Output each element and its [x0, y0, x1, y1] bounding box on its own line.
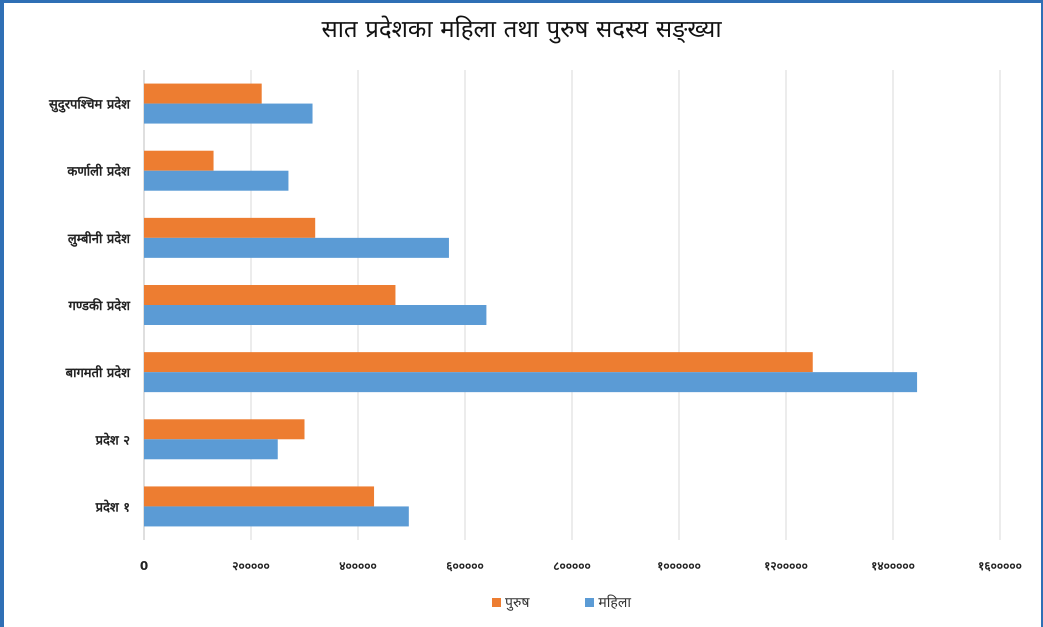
x-tick-label: १२००००० — [764, 559, 808, 573]
bar-purush — [144, 150, 214, 171]
x-tick-label: १०००००० — [657, 559, 701, 573]
y-category-label: गण्डकी प्रदेश — [68, 298, 132, 314]
bar-purush — [144, 285, 396, 305]
bar-mahila — [144, 170, 289, 191]
chart-legend: पुरुष महिला — [40, 593, 1043, 612]
bar-purush — [144, 419, 305, 440]
x-tick-label: ४००००० — [339, 559, 376, 573]
bar-mahila — [144, 103, 313, 124]
y-category-label: सुदुरपश्चिम प्रदेश — [48, 97, 131, 114]
bar-purush — [144, 486, 375, 507]
bar-mahila — [144, 237, 449, 258]
x-tick-label: ८००००० — [553, 559, 590, 573]
x-tick-label: ६००००० — [446, 559, 483, 573]
bar-mahila — [144, 372, 918, 393]
bar-purush — [144, 352, 813, 373]
x-tick-label: १६००००० — [978, 559, 1022, 573]
x-tick-label: 0 — [140, 559, 148, 573]
chart-title: सात प्रदेशका महिला तथा पुरुष सदस्य सङ्ख्… — [321, 15, 722, 43]
y-category-label: लुम्बीनी प्रदेश — [67, 231, 131, 247]
bar-mahila — [144, 506, 409, 527]
bar-mahila — [144, 305, 487, 325]
legend-swatch — [585, 598, 595, 607]
bar-mahila — [144, 439, 278, 460]
y-category-label: कर्णाली प्रदेश — [66, 164, 131, 180]
legend-swatch — [492, 598, 501, 607]
y-category-label: बागमती प्रदेश — [65, 365, 131, 381]
y-category-label: प्रदेश २ — [95, 432, 131, 448]
bar-purush — [144, 83, 262, 104]
bar-purush — [144, 217, 316, 238]
legend-item: पुरुष — [492, 593, 529, 612]
x-tick-label: २००००० — [232, 559, 269, 573]
y-category-label: प्रदेश १ — [95, 499, 130, 515]
x-tick-label: १४००००० — [871, 559, 915, 573]
legend-label: महिला — [598, 595, 631, 611]
legend-label: पुरुष — [505, 595, 530, 611]
legend-item: महिला — [585, 593, 631, 612]
